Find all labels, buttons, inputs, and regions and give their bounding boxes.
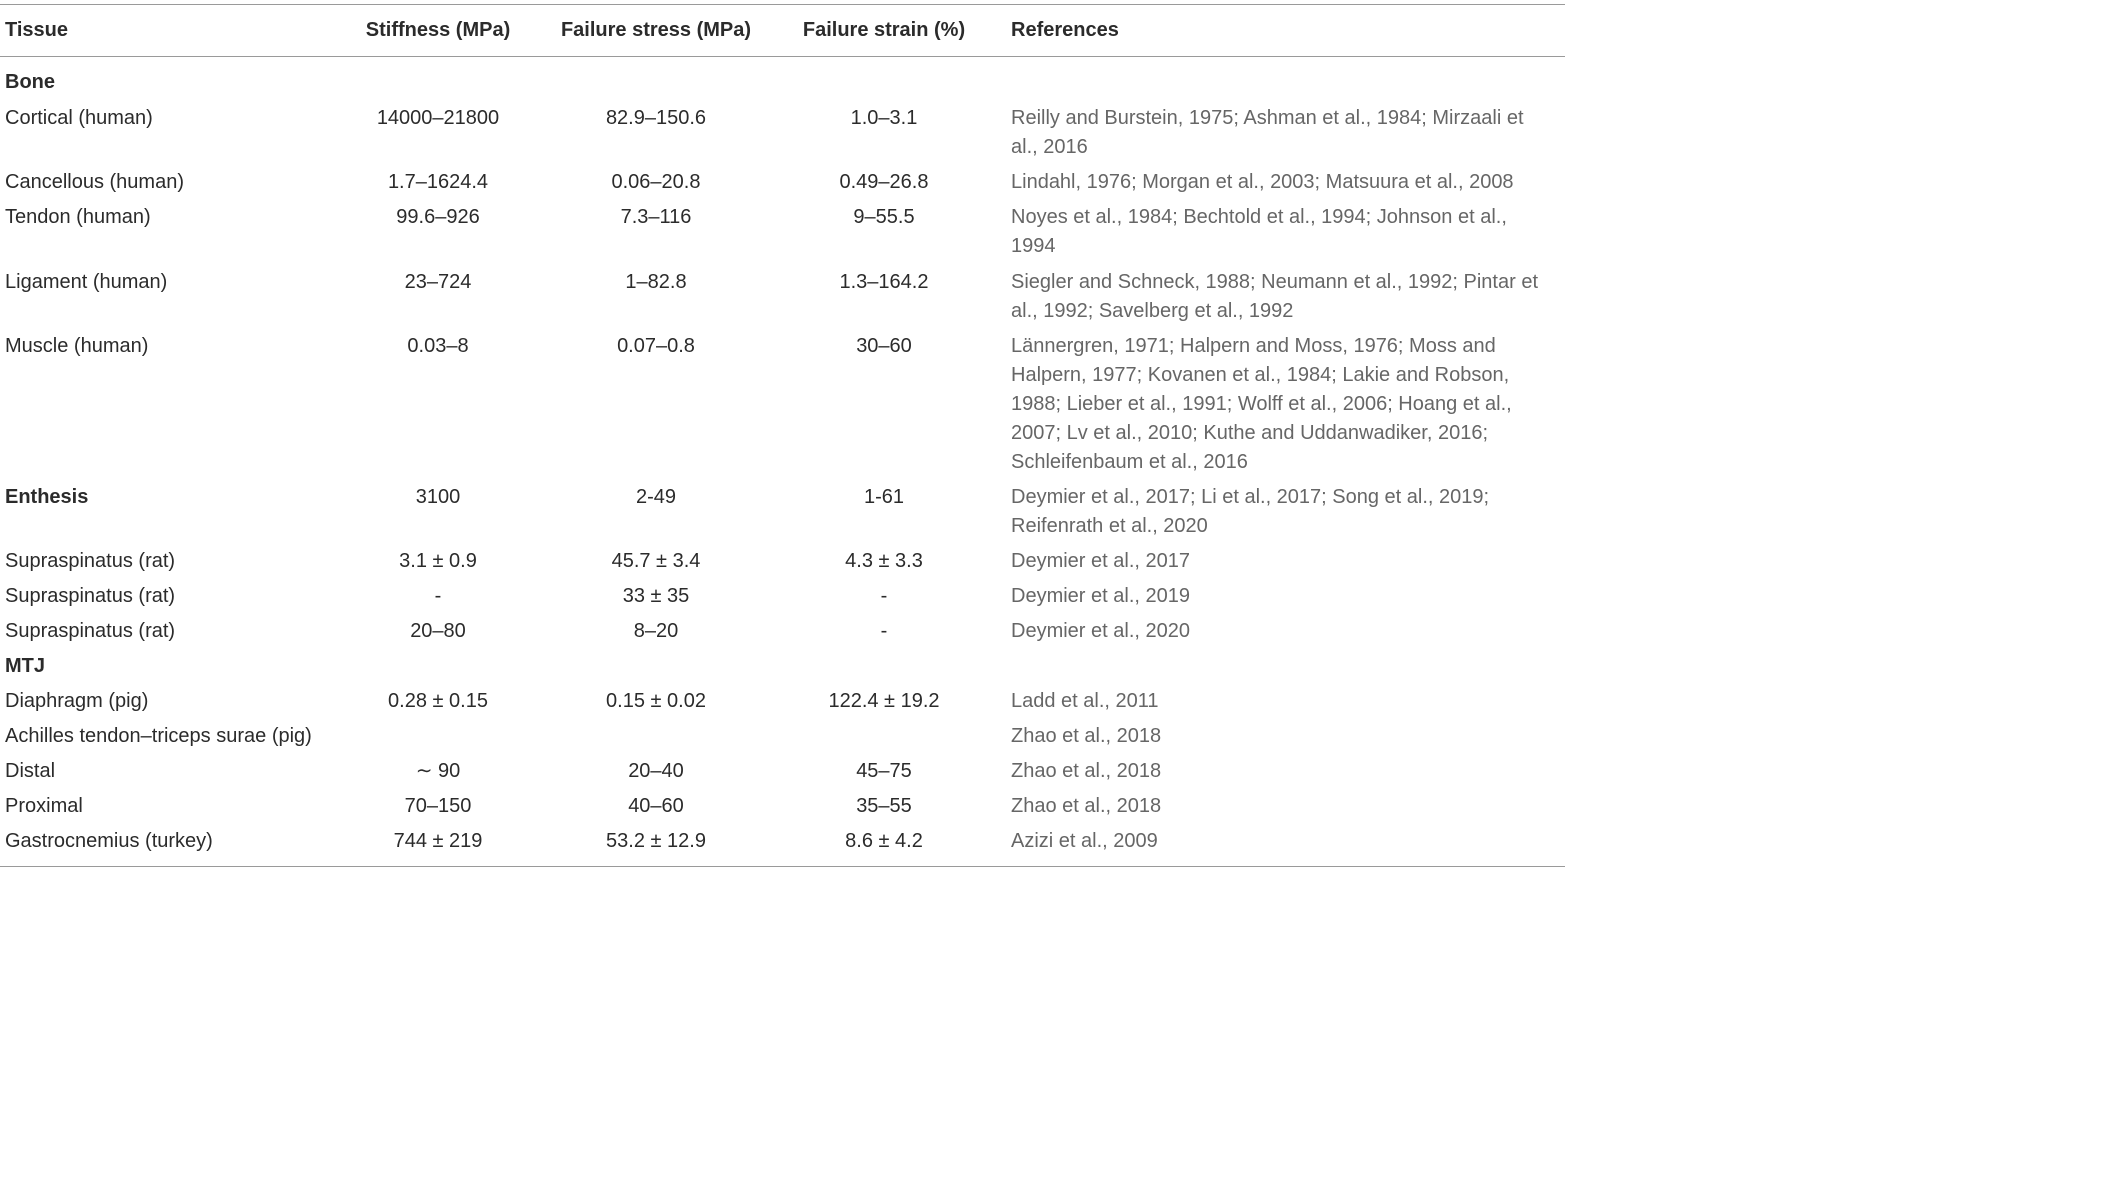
cell-references: Azizi et al., 2009 [1011, 830, 1158, 852]
cell-failure-strain: - [880, 585, 888, 607]
cell-failure-stress: 82.9–150.6 [605, 107, 707, 129]
cell-stiffness: - [434, 585, 442, 607]
cell-references: Noyes et al., 1984; Bechtold et al., 199… [1011, 206, 1507, 257]
cell-tissue: Diaphragm (pig) [5, 690, 149, 712]
cell-failure-strain: 1-61 [863, 486, 905, 508]
cell-failure-stress: 0.15 ± 0.02 [606, 690, 706, 712]
cell-tissue: Enthesis [5, 486, 89, 508]
cell-tissue: Supraspinatus (rat) [5, 620, 176, 642]
cell-failure-strain: 0.49–26.8 [839, 171, 929, 193]
cell-references: Siegler and Schneck, 1988; Neumann et al… [1011, 271, 1539, 322]
cell-stiffness: 70–150 [404, 795, 472, 817]
cell-failure-stress: 8–20 [633, 620, 679, 642]
header-references: References [1011, 19, 1119, 41]
cell-failure-stress: 20–40 [628, 760, 684, 782]
cell-tissue: Distal [5, 760, 56, 782]
cell-stiffness: 0.03–8 [407, 335, 469, 357]
cell-stiffness: 20–80 [410, 620, 466, 642]
table-header-rule [0, 56, 1565, 57]
cell-failure-stress: 40–60 [628, 795, 684, 817]
cell-failure-strain: 35–55 [856, 795, 912, 817]
cell-stiffness: ∼ 90 [415, 760, 461, 782]
cell-failure-strain: 4.3 ± 3.3 [845, 550, 923, 572]
cell-stiffness: 23–724 [404, 271, 472, 293]
cell-stiffness: 1.7–1624.4 [387, 171, 489, 193]
cell-tissue: Ligament (human) [5, 271, 168, 293]
table-top-rule [0, 4, 1565, 5]
cell-failure-stress: 2-49 [635, 486, 677, 508]
cell-references: Deymier et al., 2017 [1011, 550, 1190, 572]
cell-references: Lindahl, 1976; Morgan et al., 2003; Mats… [1011, 171, 1514, 193]
cell-tissue: Gastrocnemius (turkey) [5, 830, 213, 852]
cell-references: Zhao et al., 2018 [1011, 760, 1162, 782]
cell-tissue: Muscle (human) [5, 335, 149, 357]
cell-failure-stress: 0.06–20.8 [611, 171, 701, 193]
cell-failure-strain: 1.3–164.2 [839, 271, 929, 293]
cell-tissue: Supraspinatus (rat) [5, 585, 176, 607]
cell-tissue: Tendon (human) [5, 206, 151, 228]
cell-tissue: MTJ [5, 655, 45, 677]
cell-failure-strain: 8.6 ± 4.2 [845, 830, 923, 852]
cell-references: Deymier et al., 2020 [1011, 620, 1190, 642]
cell-references: Zhao et al., 2018 [1011, 795, 1162, 817]
cell-stiffness: 14000–21800 [376, 107, 500, 129]
cell-failure-stress: 45.7 ± 3.4 [611, 550, 701, 572]
cell-tissue: Supraspinatus (rat) [5, 550, 176, 572]
header-tissue: Tissue [5, 19, 68, 41]
cell-stiffness: 99.6–926 [396, 206, 480, 228]
cell-failure-strain: 1.0–3.1 [850, 107, 918, 129]
table-bottom-rule [0, 866, 1565, 867]
cell-stiffness: 3100 [415, 486, 461, 508]
cell-tissue: Cortical (human) [5, 107, 153, 129]
cell-references: Reilly and Burstein, 1975; Ashman et al.… [1011, 107, 1524, 158]
cell-tissue: Cancellous (human) [5, 171, 184, 193]
cell-tissue: Bone [5, 71, 55, 93]
cell-references: Lännergren, 1971; Halpern and Moss, 1976… [1011, 335, 1512, 473]
cell-failure-stress: 33 ± 35 [622, 585, 690, 607]
header-failure-strain: Failure strain (%) [802, 19, 966, 41]
header-stiffness: Stiffness (MPa) [365, 19, 511, 41]
cell-failure-strain: - [880, 620, 888, 642]
cell-tissue: Achilles tendon–triceps surae (pig) [5, 725, 312, 747]
cell-tissue: Proximal [5, 795, 83, 817]
cell-failure-stress: 1–82.8 [625, 271, 687, 293]
cell-failure-stress: 0.07–0.8 [617, 335, 695, 357]
cell-failure-strain: 122.4 ± 19.2 [828, 690, 940, 712]
cell-references: Deymier et al., 2019 [1011, 585, 1190, 607]
cell-failure-strain: 9–55.5 [853, 206, 915, 228]
cell-references: Zhao et al., 2018 [1011, 725, 1162, 747]
header-failure-stress: Failure stress (MPa) [560, 19, 752, 41]
cell-failure-stress: 7.3–116 [620, 206, 692, 228]
cell-stiffness: 0.28 ± 0.15 [388, 690, 488, 712]
cell-references: Deymier et al., 2017; Li et al., 2017; S… [1011, 486, 1490, 537]
cell-failure-stress: 53.2 ± 12.9 [606, 830, 706, 852]
cell-references: Ladd et al., 2011 [1011, 690, 1159, 712]
cell-failure-strain: 45–75 [856, 760, 912, 782]
cell-failure-strain: 30–60 [856, 335, 912, 357]
cell-stiffness: 3.1 ± 0.9 [399, 550, 477, 572]
cell-stiffness: 744 ± 219 [393, 830, 483, 852]
